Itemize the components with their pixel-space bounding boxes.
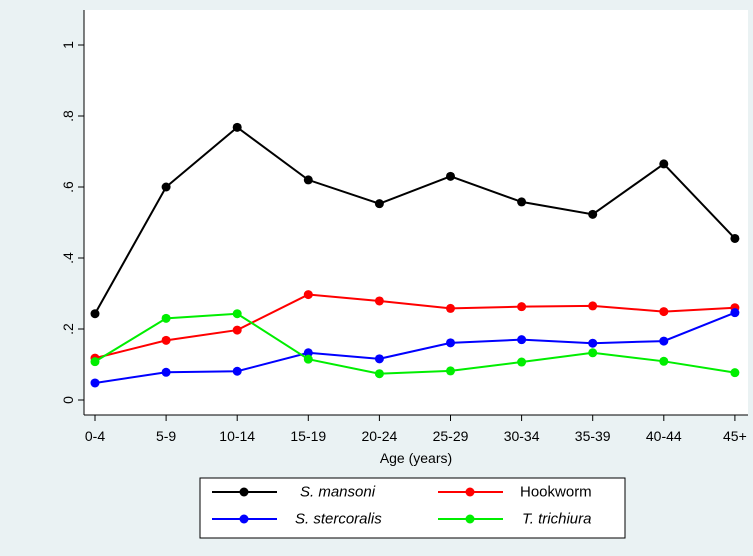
legend: S. mansoni Hookworm S. stercoralis T. trich… (199, 477, 626, 539)
legend-marker-s-stercoralis (239, 514, 249, 524)
data-point-s-stercoralis (730, 308, 740, 318)
legend-label-s-stercoralis: S. stercoralis (295, 511, 382, 528)
data-point-s-mansoni (517, 197, 527, 207)
x-tick-label: 10-14 (219, 428, 255, 444)
legend-marker-s-mansoni (239, 487, 249, 497)
data-point-t-trichiura (517, 357, 527, 367)
data-point-s-stercoralis (659, 336, 669, 346)
plot-area (84, 10, 748, 415)
x-axis: 0-4 5-9 10-14 15-19 20-24 25-29 30-34 35-39 40-4… (84, 414, 748, 444)
data-point-t-trichiura (374, 369, 384, 379)
data-point-s-mansoni (90, 309, 100, 319)
data-point-s-stercoralis (161, 367, 171, 377)
y-tick-label: .2 (60, 323, 76, 335)
x-tick-label: 0-4 (85, 428, 105, 444)
x-tick-label: 25-29 (433, 428, 469, 444)
data-point-s-stercoralis (303, 348, 313, 358)
y-tick-label: .6 (60, 181, 76, 193)
data-point-hookworm (303, 290, 313, 300)
data-point-hookworm (588, 301, 598, 311)
data-point-hookworm (232, 325, 242, 335)
legend-label-hookworm: Hookworm (520, 484, 592, 501)
data-point-s-mansoni (446, 171, 455, 181)
data-point-hookworm (659, 307, 669, 317)
data-point-t-trichiura (730, 368, 740, 378)
data-point-s-stercoralis (517, 335, 527, 345)
data-point-s-mansoni (303, 175, 313, 185)
legend-marker-hookworm (465, 487, 475, 497)
data-point-t-trichiura (232, 309, 242, 319)
data-point-t-trichiura (588, 348, 598, 358)
x-tick-label: 20-24 (361, 428, 397, 444)
data-point-s-mansoni (161, 182, 171, 192)
data-point-s-mansoni (374, 199, 384, 209)
series-line-t-trichiura (94, 312, 736, 375)
y-tick-label: .4 (60, 252, 76, 264)
legend-label-t-trichiura: T. trichiura (522, 511, 591, 528)
data-point-t-trichiura (303, 354, 313, 364)
data-point-hookworm (161, 335, 171, 345)
x-tick-label: 5-9 (156, 428, 176, 444)
series-group (90, 122, 740, 388)
data-point-t-trichiura (90, 357, 100, 367)
data-point-t-trichiura (659, 356, 669, 366)
data-point-t-trichiura (446, 366, 455, 376)
data-point-s-mansoni (588, 209, 598, 219)
x-tick-label: 45+ (723, 428, 747, 444)
data-point-s-stercoralis (374, 354, 384, 364)
data-point-s-mansoni (730, 233, 740, 243)
data-point-s-mansoni (232, 122, 242, 132)
data-point-s-stercoralis (446, 338, 455, 348)
legend-box (199, 477, 626, 539)
data-point-hookworm (446, 303, 455, 313)
y-tick-label: 1 (60, 41, 76, 49)
data-point-s-stercoralis (90, 378, 100, 388)
series-line-hookworm (94, 293, 735, 360)
data-point-hookworm (374, 296, 384, 306)
data-point-s-mansoni (659, 159, 669, 169)
data-point-s-stercoralis (232, 366, 242, 376)
x-tick-label: 40-44 (646, 428, 682, 444)
legend-marker-t-trichiura (465, 514, 475, 524)
y-tick-label: 0 (60, 396, 76, 404)
x-tick-label: 15-19 (290, 428, 326, 444)
series-line-s-stercoralis (94, 311, 736, 384)
x-tick-label: 30-34 (504, 428, 540, 444)
y-tick-label: .8 (60, 110, 76, 122)
x-axis-title: Age (years) (380, 450, 452, 466)
legend-label-s-mansoni: S. mansoni (300, 484, 376, 501)
y-axis: 0 .2 .4 .6 .8 1 (60, 10, 85, 415)
data-point-t-trichiura (161, 313, 171, 323)
data-point-hookworm (517, 302, 527, 312)
data-point-s-stercoralis (588, 338, 598, 348)
series-line-s-mansoni (94, 126, 736, 315)
x-tick-label: 35-39 (575, 428, 611, 444)
